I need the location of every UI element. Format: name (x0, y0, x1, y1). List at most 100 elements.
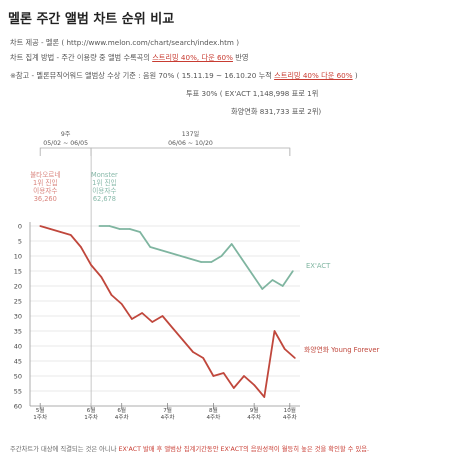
y-tick-label: 60 (14, 403, 22, 411)
footer-text: 주간차트가 대상에 직결되는 것은 아니나 (10, 446, 119, 453)
method-text-post: 반영 (232, 53, 249, 62)
data-point (190, 258, 192, 260)
y-tick-label: 10 (14, 253, 22, 261)
data-point (283, 348, 286, 350)
data-point (230, 243, 233, 245)
x-tick-label: 10월 (284, 406, 296, 414)
data-point (98, 225, 101, 227)
chart-source-note: 차트 제공 - 멜론 ( http://www.melon.com/chart/… (10, 38, 240, 47)
period-weeks-label: 137일 (182, 130, 200, 138)
data-point (118, 228, 121, 230)
y-tick-label: 40 (14, 343, 22, 351)
footer-note: 주간차트가 대상에 직결되는 것은 아니나 EX'ACT 발매 후 앨범상 집계… (10, 444, 369, 453)
data-point (222, 372, 225, 374)
award-criteria-note: ※참고 - 멜론뮤직어워드 앨범상 수상 기준 : 음원 70% ( 15.11… (10, 71, 358, 81)
x-tick-label: 8월 (209, 406, 218, 414)
data-point (141, 312, 143, 314)
data-point (292, 270, 294, 272)
data-point (232, 387, 235, 389)
note-text-pre: ※참고 - 멜론뮤직어워드 앨범상 수상 기준 : 음원 70% ( 15.11… (10, 71, 275, 80)
entry-annotation-line: Monster (91, 171, 118, 179)
page-title: 멜론 주간 앨범 차트 순위 비교 (8, 12, 175, 27)
entry-annotation-line: 1위 진입 (33, 178, 58, 187)
data-point (129, 228, 131, 230)
entry-annotation-line: 불타오르네 (30, 170, 60, 179)
data-point (59, 231, 62, 233)
period-bracket (90, 147, 291, 156)
entry-annotation-line: 이용자수 (92, 186, 116, 195)
entry-annotation-line: 36,260 (34, 195, 57, 203)
data-point (49, 228, 52, 230)
entry-annotation-line: 이용자수 (33, 186, 57, 195)
data-point (131, 318, 133, 320)
vote-note: 투표 30% ( EX'ACT 1,148,998 표로 1위 (186, 89, 319, 98)
data-point (251, 273, 253, 275)
data-point (212, 375, 215, 377)
vote-note-2: 화양연화 831,733 표로 2위) (231, 107, 322, 116)
method-highlight: 스트리밍 40%, 다운 60% (152, 53, 233, 62)
data-point (281, 285, 284, 287)
y-tick-label: 35 (14, 328, 22, 336)
y-tick-label: 0 (18, 223, 22, 231)
entry-annotation-line: 62,678 (93, 195, 116, 203)
data-point (271, 279, 274, 281)
data-point (151, 321, 154, 323)
period-bracket (39, 147, 92, 156)
data-point (192, 351, 194, 353)
x-tick-label: 4주차 (247, 413, 261, 421)
data-point (179, 255, 182, 257)
data-point (273, 330, 276, 332)
data-point (202, 357, 205, 359)
x-tick-label: 4주차 (206, 413, 220, 421)
y-tick-label: 5 (18, 238, 22, 246)
x-tick-label: 5월 (36, 406, 45, 414)
footer-highlight: EX'ACT 발매 후 앨범상 집계기간동안 EX'ACT의 음원성적이 월등히… (118, 446, 370, 453)
data-point (220, 255, 223, 257)
data-point (108, 225, 111, 227)
data-point (171, 327, 174, 329)
data-point (263, 396, 266, 398)
x-tick-label: 4주차 (115, 413, 129, 421)
data-point (120, 303, 123, 305)
data-point (241, 258, 243, 260)
series-label: EX'ACT (306, 262, 331, 270)
period-weeks-label: 9주 (61, 131, 71, 138)
data-point (80, 246, 82, 248)
y-tick-label: 25 (14, 298, 22, 306)
x-tick-label: 9월 (250, 406, 259, 414)
y-tick-label: 20 (14, 283, 22, 291)
data-point (243, 375, 245, 377)
series-line (39, 225, 296, 398)
data-point (200, 261, 202, 263)
x-tick-label: 1주차 (33, 413, 47, 421)
y-tick-label: 15 (14, 268, 22, 276)
method-text-pre: 차트 집계 방법 - 주간 이용량 중 앨범 수록곡의 (10, 53, 153, 62)
series-line (99, 225, 294, 290)
period-dates-label: 06/06 ~ 10/20 (168, 140, 213, 147)
x-tick-label: 4주차 (283, 413, 297, 421)
x-tick-label: 7월 (163, 406, 172, 414)
entry-annotation-line: 1위 진입 (92, 178, 117, 187)
period-dates-label: 05/02 ~ 06/05 (43, 140, 88, 147)
y-tick-label: 55 (14, 388, 22, 396)
x-tick-label: 6월 (87, 406, 96, 414)
data-point (253, 384, 255, 386)
note-text-post: ) (352, 71, 358, 80)
data-point (69, 234, 72, 236)
data-point (261, 288, 264, 290)
x-tick-label: 1주차 (84, 413, 98, 421)
data-point (182, 339, 184, 341)
data-point (139, 231, 141, 233)
data-point (90, 264, 92, 266)
data-point (39, 225, 41, 227)
data-point (210, 261, 213, 263)
data-point (294, 357, 296, 359)
x-tick-label: 4주차 (161, 413, 175, 421)
data-point (169, 252, 172, 254)
y-tick-label: 45 (14, 358, 22, 366)
note-highlight: 스트리밍 40% 다운 60% (274, 71, 353, 80)
data-point (100, 276, 103, 278)
data-point (159, 249, 162, 251)
data-point (149, 246, 152, 248)
